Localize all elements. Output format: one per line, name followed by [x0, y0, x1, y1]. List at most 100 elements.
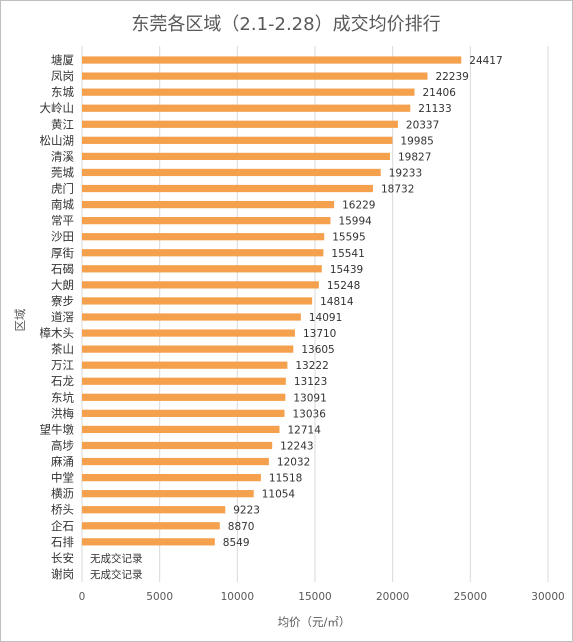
value-label: 12714 [287, 424, 321, 436]
bar [82, 136, 393, 144]
bar [82, 425, 280, 434]
bar [82, 200, 335, 209]
x-axis-label: 均价（元/㎡） [278, 615, 351, 629]
category-label: 寮步 [51, 294, 74, 308]
bar [82, 393, 286, 401]
bar [82, 538, 215, 546]
value-label: 15994 [338, 216, 372, 228]
category-label: 中堂 [51, 471, 74, 485]
bar [82, 313, 301, 321]
value-label: 18732 [381, 184, 414, 196]
bar [82, 297, 313, 305]
bar [82, 506, 226, 514]
value-label: 14814 [320, 296, 354, 308]
category-label: 谢岗 [51, 567, 74, 581]
bar [82, 152, 390, 161]
category-label: 厚街 [51, 246, 74, 260]
category-label: 莞城 [51, 165, 74, 179]
value-label: 8870 [228, 521, 255, 533]
value-label: 15439 [330, 264, 363, 276]
category-label: 茶山 [51, 342, 74, 356]
category-label: 樟木头 [40, 326, 75, 340]
category-label: 东坑 [51, 390, 74, 404]
value-label: 13036 [292, 408, 326, 420]
bar [82, 441, 273, 450]
value-label: 21406 [423, 87, 457, 99]
bar [82, 473, 261, 482]
bar [82, 104, 411, 112]
x-tick-label: 0 [79, 591, 86, 603]
value-label: 14091 [309, 312, 342, 324]
bar [82, 56, 462, 64]
bar [82, 490, 254, 498]
bar [82, 329, 295, 337]
category-label: 常平 [51, 214, 74, 228]
category-label: 东城 [51, 85, 74, 99]
x-tick-label: 25000 [454, 591, 487, 603]
category-label: 洪梅 [51, 406, 74, 420]
value-label: 12032 [277, 457, 310, 469]
category-label: 桥头 [51, 503, 74, 517]
value-label: 13091 [293, 392, 326, 404]
category-label: 大岭山 [40, 101, 75, 115]
value-label: 15595 [332, 232, 365, 244]
category-label: 企石 [51, 519, 74, 533]
value-label: 9223 [233, 505, 260, 517]
bar [82, 345, 294, 353]
category-label: 道滘 [51, 310, 74, 324]
bar [82, 72, 428, 80]
value-label: 15541 [331, 248, 364, 260]
category-label: 万江 [51, 358, 74, 372]
bar [82, 377, 286, 385]
category-label: 高埗 [51, 438, 74, 452]
value-label: 13222 [295, 360, 328, 372]
value-label: 15248 [327, 280, 360, 292]
value-label: 8549 [223, 537, 250, 549]
category-label: 黄江 [51, 117, 74, 131]
value-label: 13123 [294, 376, 327, 388]
bar [82, 88, 415, 96]
bars [82, 56, 462, 546]
bar [82, 249, 324, 257]
category-label: 塘厦 [51, 53, 74, 67]
category-label: 长安 [51, 551, 74, 565]
x-tick-label: 20000 [376, 591, 409, 603]
value-label: 24417 [469, 55, 502, 67]
category-label: 望牛墩 [40, 422, 75, 436]
x-tick-label: 5000 [146, 591, 173, 603]
bar [82, 217, 331, 225]
value-label: 12243 [280, 440, 313, 452]
bar [82, 184, 373, 193]
category-label: 横沥 [51, 487, 74, 501]
category-label: 清溪 [51, 149, 74, 163]
y-axis-label: 区域 [13, 308, 27, 331]
value-label: 21133 [418, 103, 451, 115]
bar [82, 409, 285, 417]
category-label: 松山湖 [40, 133, 75, 147]
category-label: 石碣 [51, 262, 74, 276]
bar [82, 265, 322, 273]
bar [82, 457, 269, 466]
category-label: 南城 [51, 198, 74, 212]
bar [82, 281, 319, 289]
value-label: 无成交记录 [90, 552, 143, 565]
x-tick-label: 30000 [531, 591, 564, 603]
category-label: 石排 [51, 535, 74, 549]
value-label: 19233 [389, 167, 422, 179]
bar [82, 120, 398, 128]
category-label: 虎门 [51, 182, 74, 196]
category-label: 麻涌 [51, 455, 74, 469]
value-label: 无成交记录 [90, 568, 143, 581]
value-label: 20337 [406, 119, 439, 131]
value-label: 22239 [435, 71, 468, 83]
bar [82, 361, 288, 369]
category-label: 石龙 [51, 374, 74, 388]
bar [82, 522, 220, 530]
value-label: 19827 [398, 151, 431, 163]
category-labels: 塘厦凤岗东城大岭山黄江松山湖清溪莞城虎门南城常平沙田厚街石碣大朗寮步道滘樟木头茶… [40, 53, 75, 581]
x-tick-label: 10000 [221, 591, 254, 603]
value-label: 19985 [400, 135, 433, 147]
x-axis-ticks: 0 5000 10000 15000 20000 25000 30000 [79, 591, 565, 603]
